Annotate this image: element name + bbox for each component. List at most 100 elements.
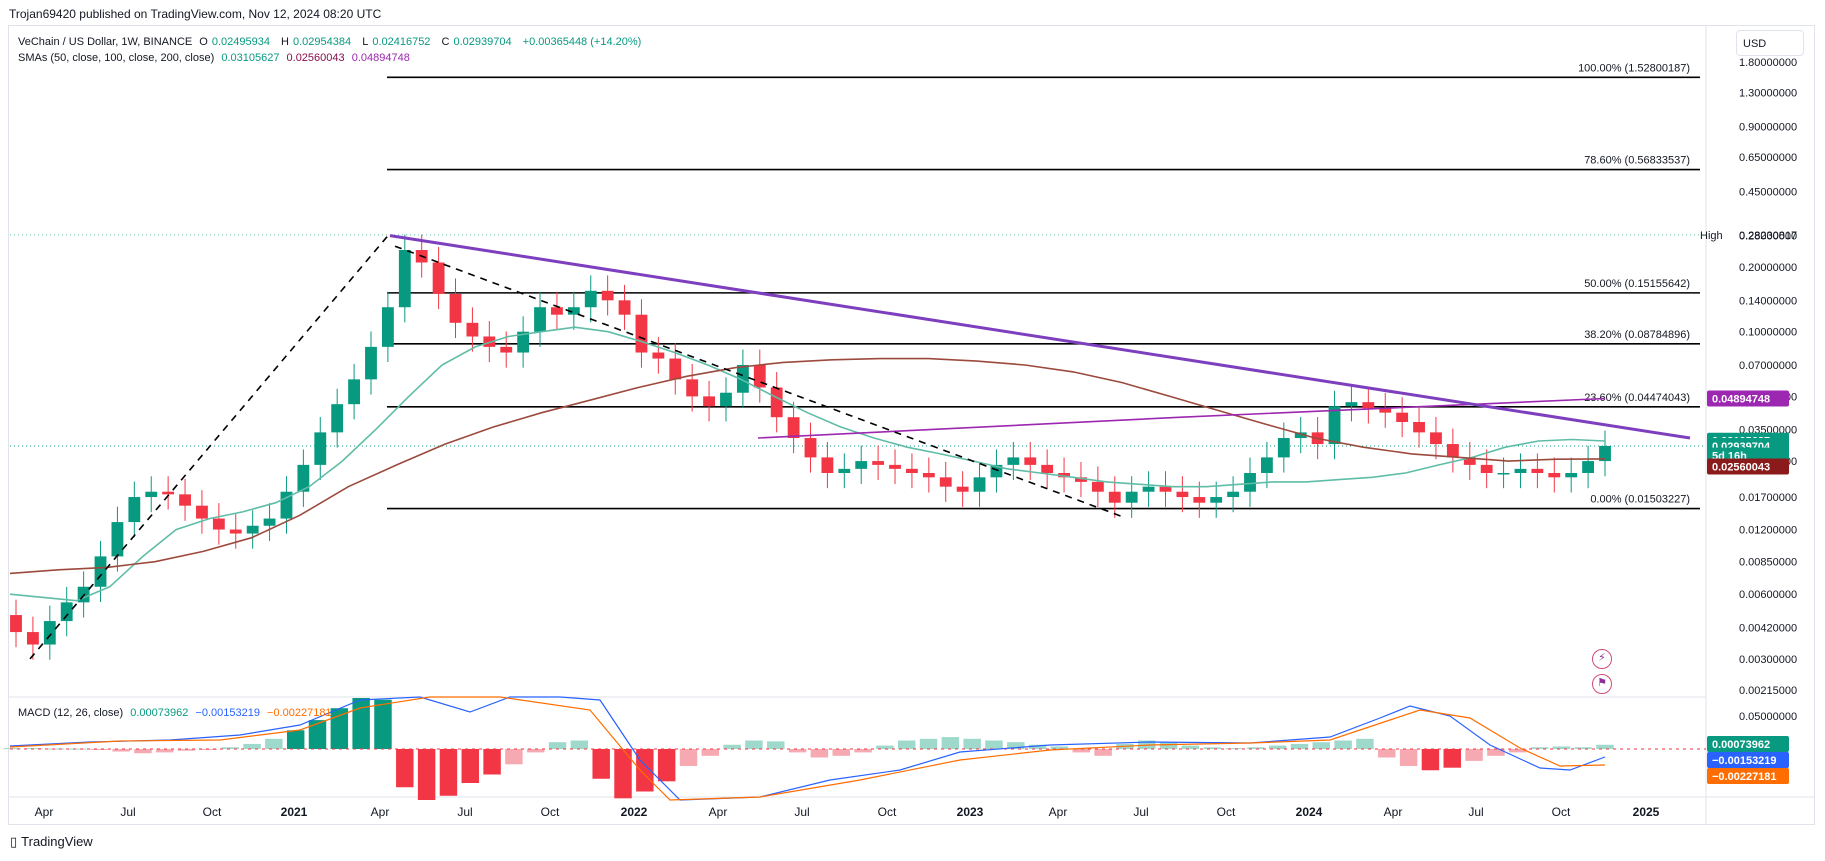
sma-legend[interactable]: SMAs (50, close, 100, close, 200, close)… (18, 52, 414, 64)
candle-body (804, 438, 817, 458)
candle-body (1514, 468, 1527, 473)
symbol-legend[interactable]: VeChain / US Dollar, 1W, BINANCE O 0.0249… (18, 36, 645, 48)
candle-body (906, 468, 918, 473)
candle-body (10, 615, 22, 633)
macd-histogram-bar (1028, 744, 1047, 749)
macd-histogram-bar (548, 742, 567, 749)
macd-histogram-bar (1007, 742, 1025, 749)
price-tick-label: 0.65000000 (1739, 152, 1797, 164)
price-tick-label: 0.00850000 (1739, 557, 1797, 569)
macd-histogram-bar (832, 749, 850, 756)
macd-histogram-bar (1530, 747, 1549, 749)
candle-body (567, 307, 580, 315)
macd-line-value: −0.00153219 (195, 707, 260, 719)
candle-body (956, 486, 969, 492)
macd-histogram-bar (46, 748, 65, 750)
time-axis-label: 2021 (281, 805, 308, 819)
time-axis-label: Apr (1049, 805, 1068, 819)
macd-histogram-bar (1596, 744, 1614, 749)
macd-histogram-bar (788, 749, 807, 753)
time-axis-label: 2022 (621, 805, 648, 819)
macd-histogram-bar (941, 737, 960, 749)
candle-body (196, 505, 208, 519)
candle-body (669, 358, 682, 380)
fib-level-label: 38.20% (0.08784896) (1584, 329, 1690, 341)
macd-badge-label: 0.00073962 (1712, 739, 1770, 751)
candle-body (263, 518, 276, 526)
candle-body (1210, 497, 1223, 503)
macd-tick-label: 0.05000000 (1739, 711, 1797, 723)
tradingview-mark-icon: ▯ (10, 834, 18, 849)
flag-icon[interactable]: ⚑ (1592, 674, 1612, 694)
candle-body (1599, 445, 1611, 462)
candle-body (1362, 402, 1375, 409)
sma100-value: 0.02560043 (286, 52, 345, 64)
time-axis-label: Apr (35, 805, 54, 819)
candle-body (939, 477, 952, 487)
macd-histogram-bar (1465, 749, 1483, 761)
candle-body (432, 262, 445, 294)
candle-body (94, 556, 107, 587)
candle-body (1176, 491, 1189, 498)
macd-histogram-bar (396, 749, 414, 788)
sma200-line (757, 397, 1606, 439)
candle-body (1058, 472, 1070, 478)
candle-body (1294, 432, 1307, 439)
lightning-icon[interactable]: ⚡ (1592, 649, 1612, 669)
macd-histogram-bar (985, 740, 1003, 749)
macd-histogram-bar (1159, 742, 1178, 749)
candle-body (1446, 444, 1459, 458)
time-axis-label: Jul (794, 805, 809, 819)
candle-body (1075, 477, 1087, 482)
chart-frame[interactable] (8, 25, 1815, 825)
price-tick-label: 0.00600000 (1739, 589, 1797, 601)
candle-body (1531, 468, 1544, 473)
price-tick-label: 1.30000000 (1739, 87, 1797, 99)
candle-body (753, 364, 766, 388)
macd-histogram-bar (156, 749, 174, 753)
time-axis-label: Jul (1468, 805, 1483, 819)
candle-body (889, 464, 901, 469)
currency-selector[interactable]: USD (1736, 30, 1804, 56)
macd-histogram-bar (745, 740, 763, 749)
macd-histogram-bar (963, 738, 981, 749)
sma-label[interactable]: SMAs (50, close, 100, close, 200, close) (18, 52, 215, 64)
macd-histogram-bar (1290, 743, 1309, 749)
time-axis-label: Apr (371, 805, 390, 819)
time-axis-label: 2025 (1633, 805, 1660, 819)
candle-body (111, 522, 124, 557)
candle-body (179, 494, 191, 506)
time-axis-label: Oct (1552, 805, 1571, 819)
macd-histogram-bar (221, 747, 239, 749)
macd-histogram-bar (439, 749, 458, 796)
price-tick-label: 0.28000000 (1739, 231, 1797, 243)
candle-body (314, 432, 327, 465)
ohlc-low: L 0.02416752 (362, 36, 431, 48)
candle-body (1244, 472, 1256, 492)
macd-badge-box (1707, 736, 1789, 752)
sma100-line (9, 357, 1606, 575)
macd-badge-box (1707, 768, 1789, 784)
price-tick-label: 0.90000000 (1739, 122, 1797, 134)
candle-body (162, 491, 175, 495)
price-tick-label: 0.01200000 (1739, 525, 1797, 537)
candle-body (601, 290, 614, 301)
price-badge-label: 0.02560043 (1712, 461, 1770, 473)
fib-level-label: 23.60% (0.04474043) (1584, 392, 1690, 404)
candle-body (212, 518, 225, 530)
macd-histogram-bar (177, 749, 196, 751)
macd-label[interactable]: MACD (12, 26, close) (18, 707, 124, 719)
time-axis-label: Jul (457, 805, 472, 819)
macd-histogram-bar (1443, 749, 1461, 768)
candle-body (1379, 408, 1392, 413)
macd-histogram-bar (461, 749, 479, 783)
macd-legend[interactable]: MACD (12, 26, close) 0.00073962 −0.00153… (18, 707, 336, 719)
candle-body (1091, 481, 1104, 492)
macd-histogram-bar (526, 749, 545, 753)
time-axis-label: Oct (203, 805, 222, 819)
macd-histogram-bar (897, 740, 916, 749)
candle-body (229, 529, 242, 534)
tradingview-logo[interactable]: ▯ TradingView (10, 834, 93, 850)
symbol-name[interactable]: VeChain / US Dollar, 1W, BINANCE (18, 36, 193, 48)
